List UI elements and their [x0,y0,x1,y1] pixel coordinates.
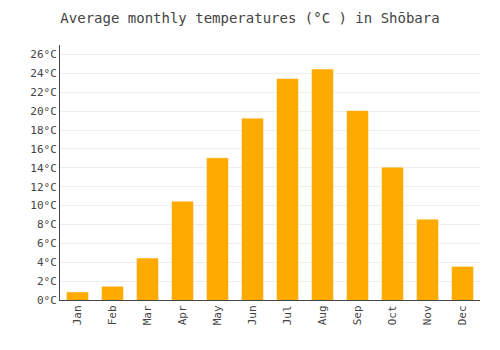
svg-text:Jan: Jan [71,305,84,325]
svg-text:Aug: Aug [316,305,329,325]
svg-text:20°C: 20°C [30,105,57,118]
svg-text:Feb: Feb [106,305,119,325]
svg-text:26°C: 26°C [30,48,57,61]
svg-text:May: May [211,305,224,325]
svg-text:8°C: 8°C [37,218,57,231]
svg-text:Jul: Jul [281,305,294,325]
svg-text:24°C: 24°C [30,67,57,80]
svg-text:22°C: 22°C [30,86,57,99]
svg-text:Apr: Apr [176,305,189,325]
svg-text:14°C: 14°C [30,162,57,175]
svg-text:Sep: Sep [351,305,364,325]
svg-text:0°C: 0°C [37,294,57,307]
svg-text:18°C: 18°C [30,124,57,137]
svg-text:6°C: 6°C [37,237,57,250]
svg-text:12°C: 12°C [30,181,57,194]
svg-text:Dec: Dec [456,305,469,325]
svg-text:10°C: 10°C [30,199,57,212]
svg-text:Average monthly temperatures (: Average monthly temperatures (°C ) in Sh… [60,10,439,26]
svg-text:Jun: Jun [246,305,259,325]
svg-text:Nov: Nov [421,305,434,325]
svg-text:Oct: Oct [386,305,399,325]
svg-text:Mar: Mar [141,305,154,325]
svg-text:4°C: 4°C [37,256,57,269]
svg-text:16°C: 16°C [30,143,57,156]
svg-text:2°C: 2°C [37,275,57,288]
